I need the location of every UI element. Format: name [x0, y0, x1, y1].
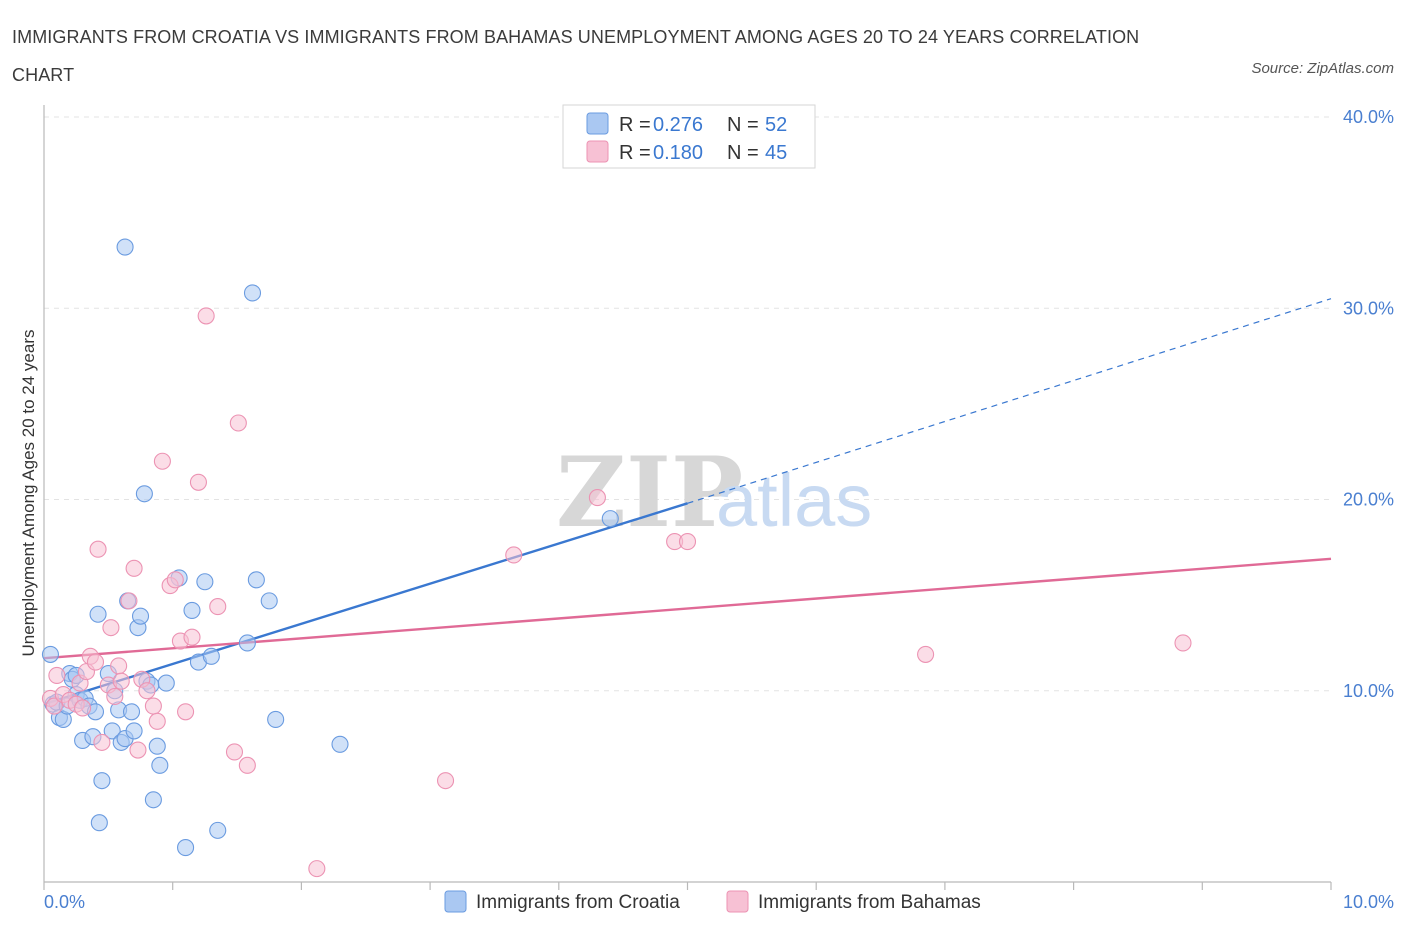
data-point-series-0-37: [177, 839, 195, 857]
legend-n-value-croatia: 52: [765, 114, 787, 136]
bottom-legend-swatch-croatia: [444, 890, 467, 913]
data-point-series-1-31: [189, 473, 207, 491]
data-point-series-0-28: [131, 607, 150, 625]
legend-r-value-croatia: 0.276: [653, 114, 703, 136]
data-point-series-1-1: [45, 697, 63, 715]
data-point-series-1-38: [436, 772, 455, 790]
data-point-series-1-37: [308, 860, 326, 878]
data-point-series-1-44: [1174, 634, 1192, 652]
y-tick-label-20: 20.0%: [1343, 490, 1394, 510]
data-point-series-0-38: [183, 601, 201, 619]
data-point-series-0-35: [157, 674, 175, 692]
data-point-series-1-34: [225, 743, 244, 761]
data-point-series-1-11: [89, 540, 107, 558]
data-point-series-1-7: [74, 699, 92, 717]
x-tick-label-min: 0.0%: [44, 892, 85, 912]
x-axis-ticks: [43, 882, 1332, 890]
y-tick-label-10: 10.0%: [1343, 681, 1394, 701]
data-point-series-0-32: [144, 791, 162, 809]
data-point-series-0-33: [148, 737, 166, 755]
legend-swatch-bahamas: [586, 140, 609, 163]
watermark-zip: ZIP: [556, 436, 743, 549]
y-tick-label-30: 30.0%: [1343, 298, 1394, 318]
data-point-series-1-32: [197, 307, 215, 325]
bottom-legend-label-croatia: Immigrants from Croatia: [476, 892, 680, 913]
data-point-series-0-43: [238, 634, 256, 652]
legend-swatch-croatia: [586, 112, 609, 135]
data-point-series-0-16: [90, 814, 108, 832]
data-point-series-1-15: [106, 687, 124, 706]
data-point-series-0-29: [135, 485, 153, 503]
data-point-series-0-17: [93, 772, 111, 790]
series-legend: Immigrants from Croatia Immigrants from …: [444, 890, 981, 913]
data-point-series-1-14: [102, 619, 120, 637]
data-point-series-1-24: [148, 712, 166, 730]
data-point-series-0-34: [151, 756, 169, 774]
data-point-series-1-19: [125, 559, 143, 577]
data-point-series-1-10: [86, 653, 105, 671]
data-point-series-1-17: [112, 672, 130, 690]
chart-title: IMMIGRANTS FROM CROATIA VS IMMIGRANTS FR…: [12, 27, 1140, 85]
data-point-series-1-23: [144, 697, 162, 715]
legend-r-value-bahamas: 0.180: [653, 142, 703, 164]
legend-n-value-bahamas: 45: [765, 142, 787, 164]
data-point-series-0-26: [125, 722, 143, 740]
x-tick-label-max: 10.0%: [1343, 892, 1394, 912]
data-point-series-1-35: [229, 414, 247, 432]
gridlines: [44, 116, 1331, 692]
data-point-series-0-40: [196, 573, 214, 591]
data-points: [41, 238, 1192, 878]
data-point-series-1-25: [153, 452, 171, 470]
data-point-series-1-42: [678, 533, 697, 551]
data-point-series-1-12: [93, 733, 111, 751]
data-point-series-1-2: [48, 666, 66, 685]
legend-n-label-bahamas: N =: [727, 142, 759, 164]
data-point-series-0-15: [89, 605, 107, 623]
trend-line-series-0: [43, 502, 688, 706]
data-point-series-1-33: [209, 598, 227, 616]
stats-legend: R = 0.276 N = 52 R = 0.180 N = 45: [562, 104, 816, 169]
data-point-series-1-36: [238, 756, 256, 774]
data-point-series-1-40: [588, 489, 606, 507]
y-tick-label-40: 40.0%: [1343, 107, 1394, 127]
bottom-legend-label-bahamas: Immigrants from Bahamas: [758, 892, 981, 913]
data-point-series-0-0: [41, 645, 59, 663]
legend-r-label-croatia: R =: [619, 114, 651, 136]
data-point-series-0-25: [122, 703, 141, 721]
y-axis-label: Unemployment Among Ages 20 to 24 years: [19, 330, 38, 657]
trend-lines: [43, 298, 1332, 706]
watermark-atlas: atlas: [716, 459, 872, 542]
data-point-series-1-22: [138, 682, 156, 700]
data-point-series-0-45: [247, 571, 265, 589]
data-point-series-0-50: [601, 510, 619, 528]
legend-n-label-croatia: N =: [727, 114, 759, 136]
data-point-series-0-42: [209, 821, 227, 839]
data-point-series-1-30: [183, 628, 201, 646]
source-label: Source: ZipAtlas.com: [1251, 60, 1394, 77]
data-point-series-0-41: [202, 647, 220, 665]
data-point-series-0-46: [260, 592, 278, 610]
data-point-series-0-49: [116, 238, 134, 256]
data-point-series-0-47: [267, 710, 285, 728]
data-point-series-0-44: [243, 284, 262, 302]
y-tick-labels: 10.0% 20.0% 30.0% 40.0%: [1343, 107, 1394, 701]
data-point-series-1-18: [120, 592, 138, 610]
data-point-series-1-43: [917, 645, 935, 663]
data-point-series-0-48: [331, 735, 349, 753]
data-point-series-1-27: [166, 571, 184, 589]
data-point-series-1-16: [110, 657, 128, 675]
data-point-series-0-19: [103, 722, 121, 740]
trend-line-series-1: [43, 557, 1332, 660]
data-point-series-1-20: [129, 741, 147, 759]
data-point-series-1-29: [177, 703, 195, 721]
trend-line-extension-series-0: [687, 298, 1332, 504]
legend-r-label-bahamas: R =: [619, 142, 651, 164]
bottom-legend-swatch-bahamas: [726, 890, 749, 913]
data-point-series-1-39: [505, 546, 523, 564]
